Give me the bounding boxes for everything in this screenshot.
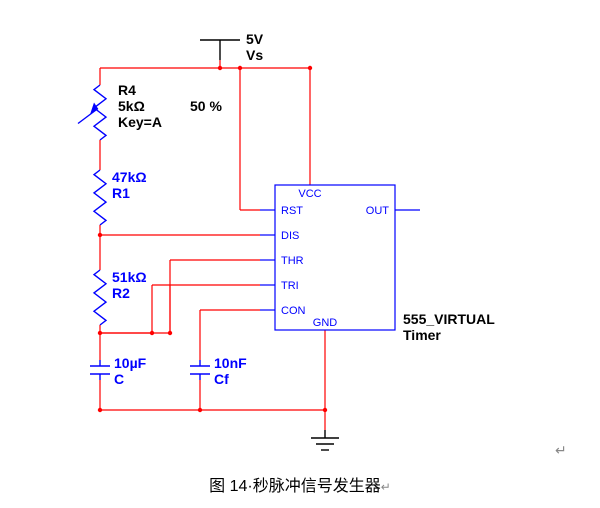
svg-text:DIS: DIS [281, 230, 299, 242]
svg-text:Timer: Timer [403, 327, 441, 343]
svg-text:R4: R4 [118, 82, 136, 98]
svg-text:TRI: TRI [281, 280, 299, 292]
svg-text:Key=A: Key=A [118, 114, 162, 130]
svg-text:51kΩ: 51kΩ [112, 269, 147, 285]
svg-text:555_VIRTUAL: 555_VIRTUAL [403, 311, 495, 327]
figure-caption: 图 14·秒脉冲信号发生器↵ [0, 472, 600, 496]
svg-text:R2: R2 [112, 285, 130, 301]
caption-text: 图 14·秒脉冲信号发生器 [209, 478, 381, 495]
svg-text:47kΩ: 47kΩ [112, 169, 147, 185]
svg-text:5kΩ: 5kΩ [118, 98, 145, 114]
svg-text:GND: GND [313, 317, 338, 329]
svg-text:50 %: 50 % [190, 98, 222, 114]
return-mark-icon: ↵ [555, 442, 567, 459]
return-mark-icon: ↵ [381, 480, 391, 494]
svg-text:CON: CON [281, 305, 306, 317]
svg-text:RST: RST [281, 205, 303, 217]
svg-text:VCC: VCC [298, 188, 321, 200]
svg-text:C: C [114, 371, 124, 387]
svg-text:OUT: OUT [366, 205, 390, 217]
svg-text:10nF: 10nF [214, 355, 247, 371]
svg-text:Vs: Vs [246, 47, 263, 63]
svg-text:Cf: Cf [214, 371, 229, 387]
svg-text:10µF: 10µF [114, 355, 147, 371]
svg-text:5V: 5V [246, 31, 264, 47]
svg-text:R1: R1 [112, 185, 130, 201]
schematic-svg: 5VVsR45kΩKey=A50 %47kΩR151kΩR210µFC10nFC… [0, 0, 600, 508]
svg-text:THR: THR [281, 255, 304, 267]
